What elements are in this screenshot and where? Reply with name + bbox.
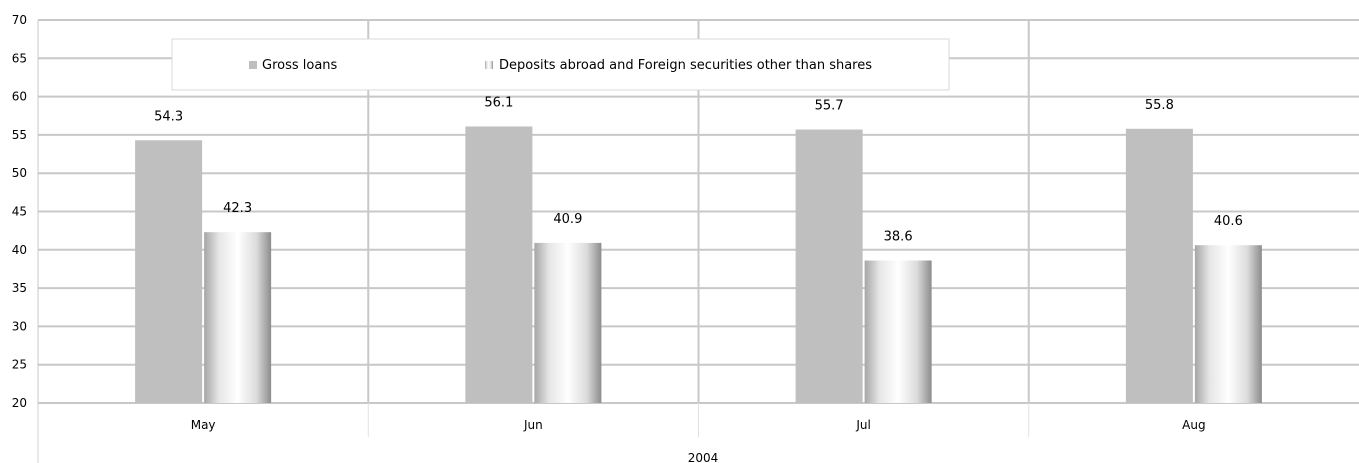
data-label-gross-loans: 56.1 [484,95,513,110]
y-tick-label: 35 [12,281,27,295]
data-label-deposits: 40.9 [553,212,582,227]
category-labels: May Jun Jul Aug [191,418,1206,432]
y-tick-label: 60 [12,90,27,104]
bar-gross-loans [1125,128,1193,403]
bar-gross-loans [795,129,863,403]
bar-gross-loans [135,140,203,403]
y-axis-ticks: 20 25 30 35 40 45 50 55 60 65 70 [12,13,27,410]
x-category-label: Aug [1182,418,1205,432]
bar-gross-loans [465,126,533,403]
data-label-deposits: 40.6 [1214,214,1243,229]
x-category-label: May [191,418,216,432]
legend-label-deposits: Deposits abroad and Foreign securities o… [499,58,872,73]
axes [37,20,1030,463]
data-labels: 54.3 42.3 56.1 40.9 55.7 38.6 55.8 40.6 [154,95,1243,244]
data-label-deposits: 38.6 [884,230,913,245]
y-tick-label: 55 [12,128,27,142]
legend-box [171,38,950,91]
legend-swatch-deposits [485,61,493,69]
y-tick-label: 30 [12,319,27,333]
y-tick-label: 65 [12,51,27,65]
data-label-gross-loans: 55.8 [1145,98,1174,113]
bars [135,126,1262,403]
x-category-label: Jun [523,418,543,432]
legend-label-gross-loans: Gross loans [262,58,338,73]
bar-deposits [534,242,602,403]
data-label-gross-loans: 55.7 [815,99,844,114]
year-group-label: 2004 [688,451,719,463]
y-tick-label: 50 [12,166,27,180]
legend: Gross loans Deposits abroad and Foreign … [171,38,950,91]
data-label-deposits: 42.3 [223,201,252,216]
x-category-label: Jul [855,418,870,432]
data-label-gross-loans: 54.3 [154,109,183,124]
bar-deposits [864,260,932,403]
bar-deposits [204,232,272,403]
y-tick-label: 20 [12,396,27,410]
y-tick-label: 45 [12,205,27,219]
y-tick-label: 70 [12,13,27,27]
legend-swatch-gross-loans [249,61,257,69]
bar-deposits [1194,245,1262,403]
y-tick-label: 40 [12,243,27,257]
y-tick-label: 25 [12,358,27,372]
